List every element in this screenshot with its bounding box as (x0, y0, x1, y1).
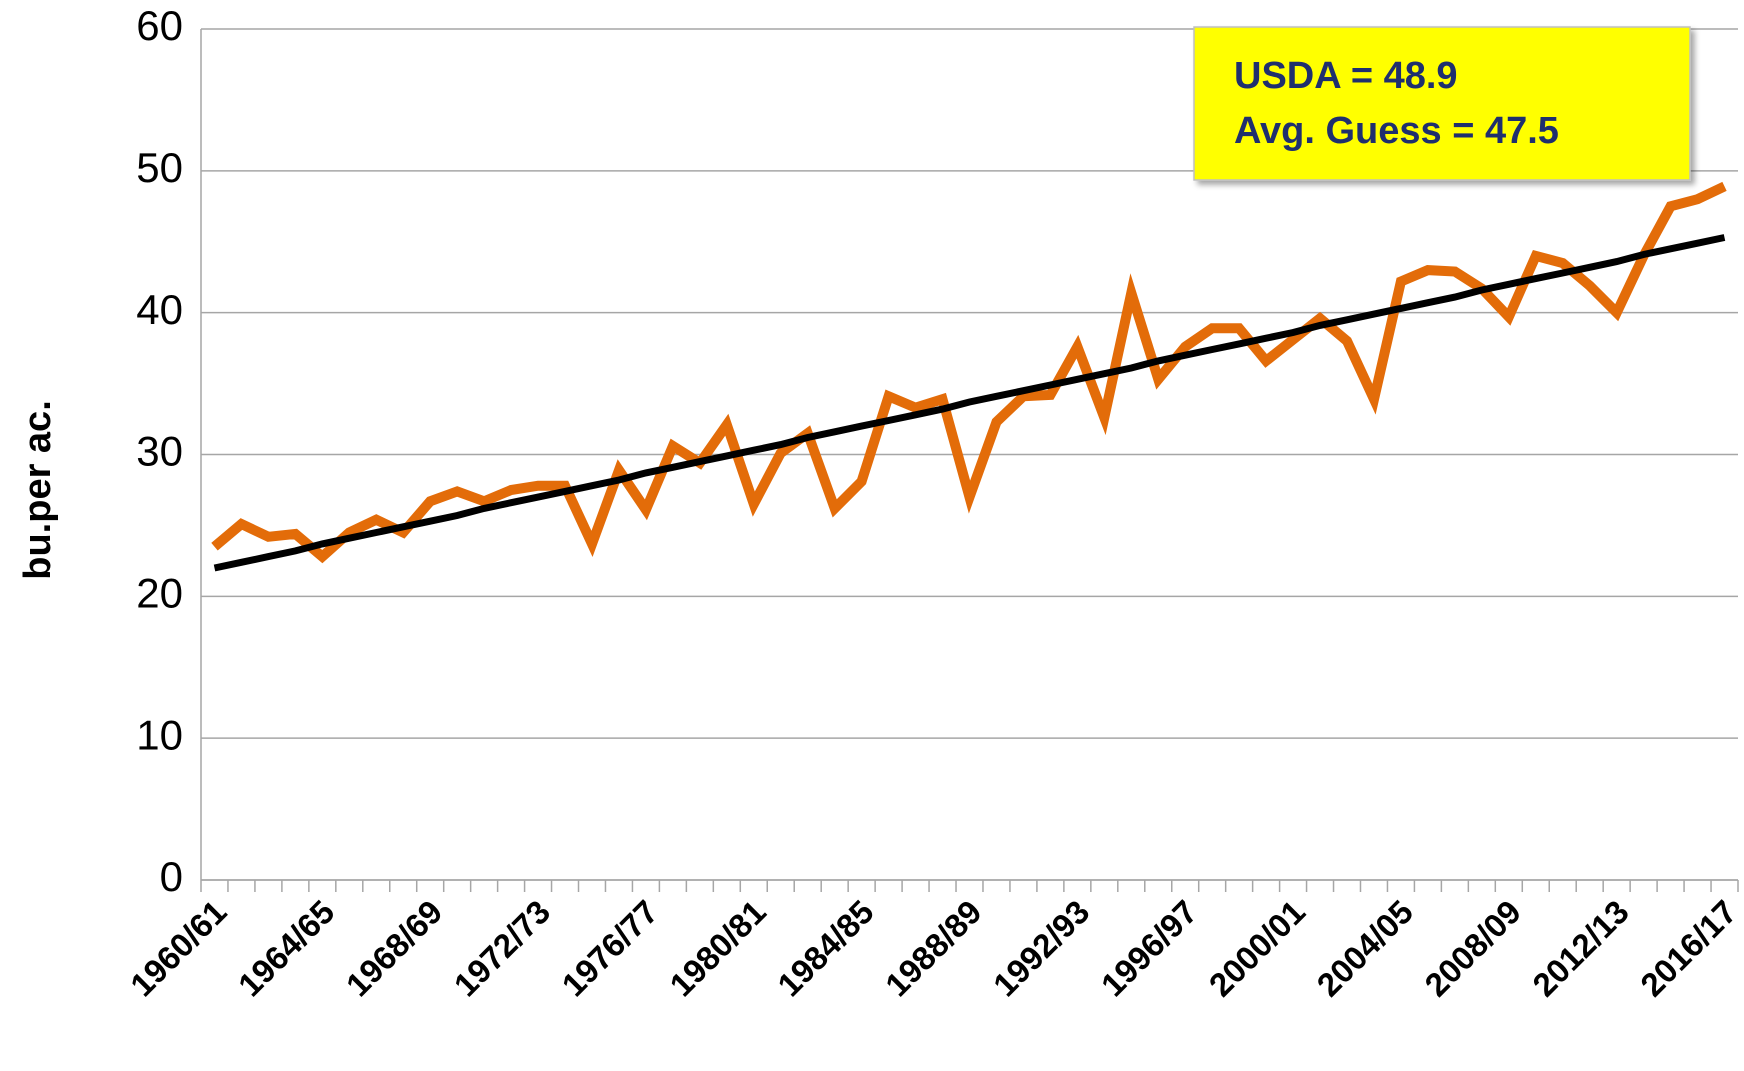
y-tick-label: 40 (136, 286, 183, 333)
y-tick-label: 30 (136, 428, 183, 475)
x-tick-label: 1968/69 (339, 893, 450, 1004)
x-tick-label: 1976/77 (555, 893, 666, 1004)
x-tick-label: 1984/85 (770, 893, 881, 1004)
y-tick-label: 60 (136, 2, 183, 49)
series-line (213, 234, 1726, 572)
y-tick-label: 20 (136, 569, 183, 616)
series-line (211, 181, 1727, 564)
x-tick-label: 1964/65 (231, 893, 342, 1004)
annotation-box (1193, 26, 1691, 181)
x-tick-label: 1980/81 (662, 893, 773, 1004)
x-tick-label: 2004/05 (1310, 893, 1421, 1004)
x-tick-label: 1996/97 (1094, 893, 1205, 1004)
x-tick-label: 1992/93 (986, 893, 1097, 1004)
x-tick-label: 2008/09 (1417, 893, 1528, 1004)
y-tick-label: 50 (136, 144, 183, 191)
y-tick-label: 0 (160, 853, 183, 900)
x-tick-label: 2000/01 (1202, 893, 1313, 1004)
x-tick-label: 1960/61 (123, 893, 234, 1004)
x-tick-label: 2012/13 (1525, 893, 1636, 1004)
x-tick-label: 2016/17 (1633, 893, 1744, 1004)
y-axis-label: bu.per ac. (17, 400, 59, 580)
x-tick-label: 1972/73 (447, 893, 558, 1004)
annotation-text: USDA = 48.9 (1234, 55, 1458, 97)
annotation-text: Avg. Guess = 47.5 (1234, 110, 1559, 152)
x-tick-label: 1988/89 (878, 893, 989, 1004)
y-tick-label: 10 (136, 711, 183, 758)
